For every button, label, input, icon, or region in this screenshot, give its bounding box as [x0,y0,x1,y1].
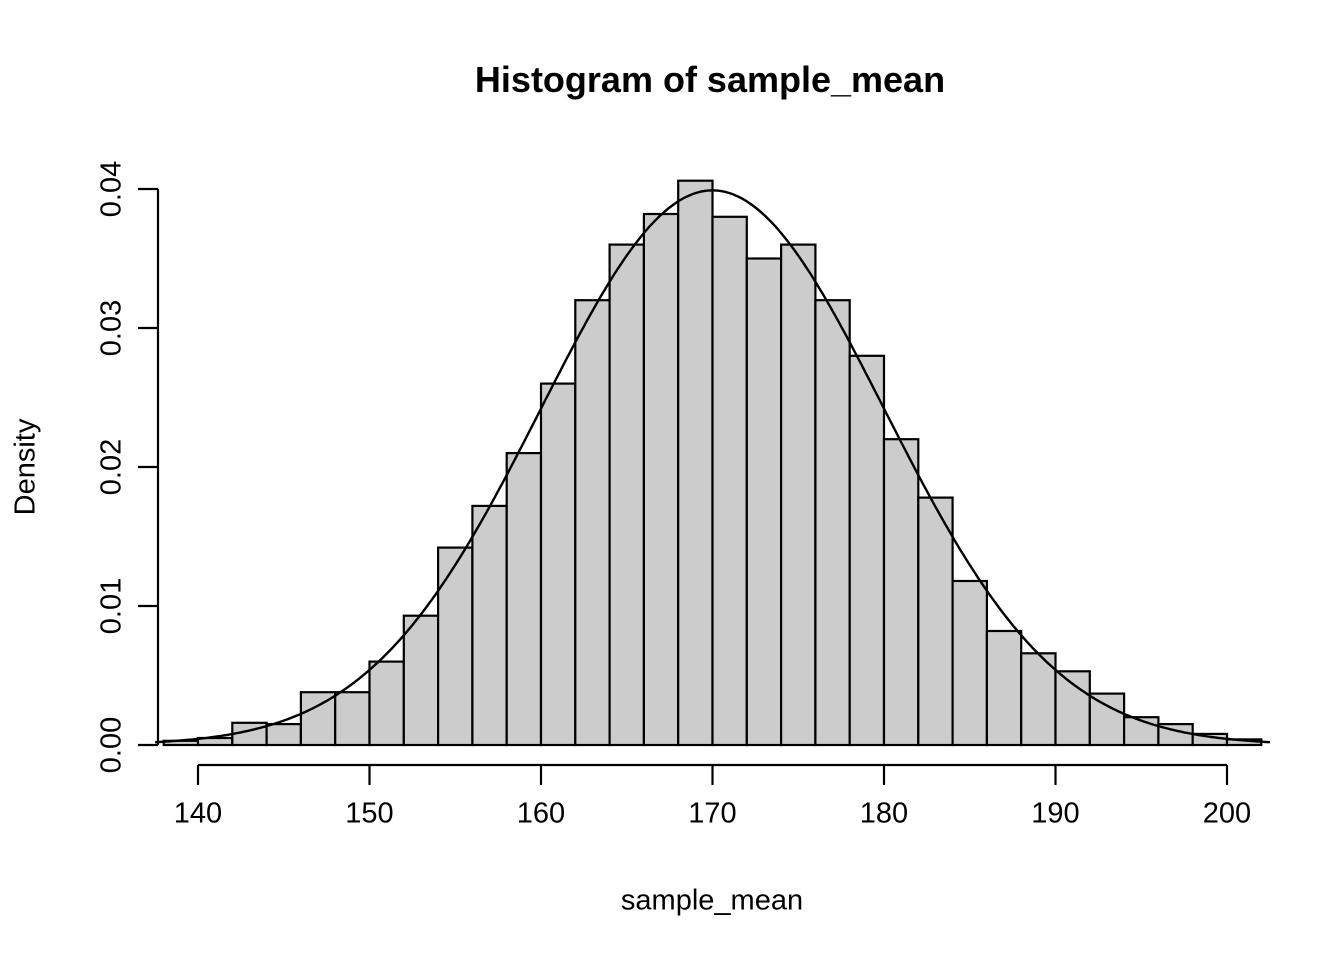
x-tick-label: 150 [345,797,394,830]
histogram-bar [677,179,714,747]
x-tick-label: 140 [173,797,223,830]
histogram-bar [334,691,371,747]
x-tick-label: 190 [1031,797,1080,830]
histogram-bar [265,722,303,747]
histogram-bar [471,504,508,747]
y-tick-label: 0.04 [95,160,128,218]
histogram-bar [779,243,817,747]
histogram-bar [1020,652,1057,747]
x-tick-label: 160 [516,797,566,830]
x-axis-title: sample_mean [620,884,804,917]
normal-density-curve [155,189,1270,744]
chart-title: Histogram of sample_mean [474,59,946,100]
histogram-bar [402,614,440,747]
histogram-bar [711,215,748,747]
x-tick-label: 200 [1202,797,1252,830]
histogram-bar [608,243,645,747]
y-tick-label: 0.00 [95,716,128,774]
histogram-bar [917,496,954,747]
histogram-bar [437,546,474,747]
histogram-bar [539,382,577,747]
histogram-bar [985,629,1023,747]
y-tick-label: 0.03 [95,299,128,357]
x-tick-label: 170 [688,797,737,830]
y-axis-title: Density [9,418,42,516]
histogram-bar [848,354,886,747]
histogram-bar [814,299,851,747]
histogram-bar [642,212,680,747]
histogram-bar [574,299,611,747]
y-tick-label: 0.01 [95,577,128,635]
histogram-bar [1054,670,1091,747]
histogram-bar [951,579,988,747]
histogram-bar [882,438,920,747]
histogram-bar [745,257,783,747]
y-tick-label: 0.02 [95,438,128,496]
x-tick-label: 180 [859,797,909,830]
histogram-bar [1088,692,1126,747]
histogram-bar [505,452,543,747]
histogram-bar [368,660,405,747]
